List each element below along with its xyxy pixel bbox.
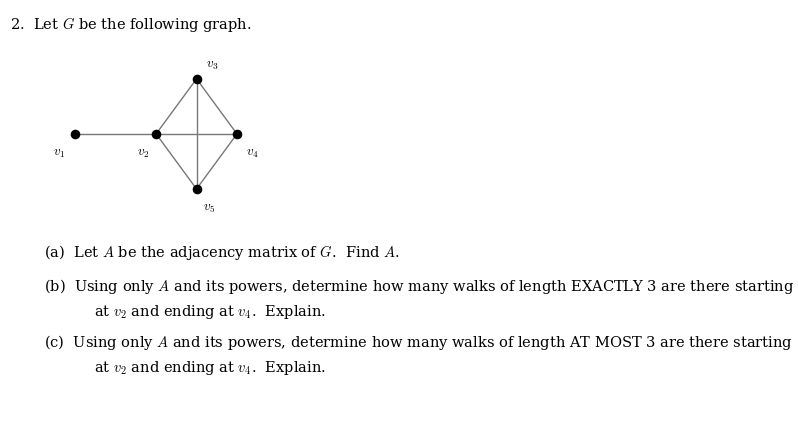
Point: [231, 130, 243, 137]
Text: 2.  Let $G$ be the following graph.: 2. Let $G$ be the following graph.: [10, 15, 252, 34]
Point: [150, 130, 163, 137]
Text: at $v_2$ and ending at $v_4$.  Explain.: at $v_2$ and ending at $v_4$. Explain.: [94, 359, 326, 377]
Text: at $v_2$ and ending at $v_4$.  Explain.: at $v_2$ and ending at $v_4$. Explain.: [94, 303, 326, 321]
Point: [190, 185, 203, 192]
Text: $v_4$: $v_4$: [247, 147, 259, 160]
Text: $v_2$: $v_2$: [137, 147, 149, 160]
Text: (a)  Let $A$ be the adjacency matrix of $G$.  Find $A$.: (a) Let $A$ be the adjacency matrix of $…: [44, 243, 400, 262]
Point: [69, 130, 81, 137]
Text: $v_1$: $v_1$: [53, 147, 65, 160]
Text: $v_3$: $v_3$: [206, 58, 219, 72]
Text: (c)  Using only $A$ and its powers, determine how many walks of length AT MOST 3: (c) Using only $A$ and its powers, deter…: [44, 333, 792, 352]
Text: $v_5$: $v_5$: [203, 202, 215, 215]
Point: [190, 75, 203, 82]
Text: (b)  Using only $A$ and its powers, determine how many walks of length EXACTLY 3: (b) Using only $A$ and its powers, deter…: [44, 277, 794, 296]
